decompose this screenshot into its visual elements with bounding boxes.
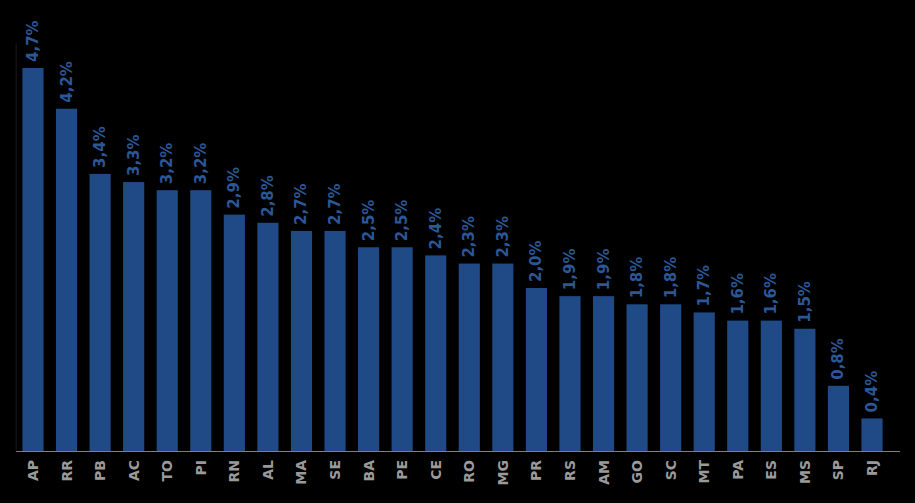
x-tick-label: MG <box>495 460 511 485</box>
bar <box>761 321 782 451</box>
bar <box>559 296 580 451</box>
x-tick-label: ES <box>763 460 779 480</box>
bars <box>22 68 882 451</box>
data-label: 0,4% <box>863 371 881 413</box>
data-labels: 4,7% 4,2% 3,4% 3,3% 3,2% 3,2% 2,9% 2,8% 2,7% 2,7%… <box>24 20 881 412</box>
bar <box>828 386 849 451</box>
data-label: 4,2% <box>58 61 76 103</box>
data-label: 3,2% <box>192 143 210 185</box>
x-tick-label: AL <box>260 460 276 480</box>
x-tick-label: CE <box>428 460 444 480</box>
data-label: 1,6% <box>762 273 780 315</box>
data-label: 2,4% <box>427 208 445 250</box>
data-label: 0,8% <box>829 338 847 380</box>
x-tick-label: RO <box>461 460 477 483</box>
bar <box>794 329 815 451</box>
data-label: 1,8% <box>662 257 680 299</box>
data-label: 1,9% <box>595 249 613 291</box>
x-tick-labels: AP RR PB AC TO PI RN AL MA SE BA PE CE RO MG PR RS AM GO SC… <box>25 460 880 486</box>
x-tick-label: PB <box>92 460 108 481</box>
bar <box>694 312 715 451</box>
data-label: 1,5% <box>796 281 814 323</box>
x-tick-label: TO <box>159 460 175 482</box>
x-tick-label: MS <box>797 460 813 484</box>
data-label: 2,5% <box>393 200 411 242</box>
bar <box>56 109 77 451</box>
chart-container: 4,7% 4,2% 3,4% 3,3% 3,2% 3,2% 2,9% 2,8% 2,7% 2,7%… <box>0 0 915 503</box>
x-tick-label: PA <box>730 460 746 480</box>
x-tick-label: AC <box>126 460 142 481</box>
chart-svg: 4,7% 4,2% 3,4% 3,3% 3,2% 3,2% 2,9% 2,8% 2,7% 2,7%… <box>0 0 915 503</box>
bar <box>425 255 446 451</box>
data-label: 1,6% <box>729 273 747 315</box>
bar <box>627 304 648 451</box>
data-label: 3,3% <box>125 134 143 176</box>
bar <box>324 231 345 451</box>
data-label: 2,3% <box>460 216 478 258</box>
x-tick-label: AM <box>596 460 612 485</box>
bar <box>593 296 614 451</box>
data-label: 2,9% <box>225 167 243 209</box>
bar <box>358 247 379 451</box>
x-tick-label: SE <box>327 460 343 480</box>
data-label: 2,7% <box>326 183 344 225</box>
bar <box>123 182 144 451</box>
bar <box>22 68 43 451</box>
y-axis-line <box>16 44 17 452</box>
data-label: 3,2% <box>158 143 176 185</box>
x-tick-label: GO <box>629 460 645 483</box>
bar <box>727 321 748 451</box>
x-tick-label: RN <box>226 460 242 483</box>
x-tick-label: AP <box>25 460 41 481</box>
data-label: 1,8% <box>628 257 646 299</box>
x-tick-label: PI <box>193 460 209 475</box>
bar <box>392 247 413 451</box>
x-tick-label: MT <box>696 460 712 484</box>
data-label: 2,5% <box>360 200 378 242</box>
data-label: 4,7% <box>24 20 42 62</box>
bar <box>157 190 178 451</box>
bar <box>90 174 111 451</box>
x-axis-line <box>16 451 900 452</box>
data-label: 2,0% <box>527 240 545 282</box>
x-tick-label: RS <box>562 460 578 481</box>
x-tick-label: PR <box>528 460 544 481</box>
bar <box>526 288 547 451</box>
bar <box>492 264 513 451</box>
x-tick-label: BA <box>361 460 377 482</box>
bar <box>291 231 312 451</box>
bar <box>257 223 278 451</box>
bar <box>861 418 882 451</box>
x-tick-label: RJ <box>864 460 880 476</box>
x-tick-label: SC <box>663 460 679 480</box>
data-label: 1,7% <box>695 265 713 307</box>
bar <box>224 215 245 451</box>
data-label: 3,4% <box>91 126 109 168</box>
x-tick-label: SP <box>830 460 846 480</box>
data-label: 2,8% <box>259 175 277 217</box>
x-tick-label: PE <box>394 460 410 480</box>
x-tick-label: MA <box>293 460 309 485</box>
data-label: 1,9% <box>561 249 579 291</box>
data-label: 2,3% <box>494 216 512 258</box>
data-label: 2,7% <box>292 183 310 225</box>
bar <box>660 304 681 451</box>
bar <box>190 190 211 451</box>
x-tick-label: RR <box>59 460 75 482</box>
bar <box>459 264 480 451</box>
